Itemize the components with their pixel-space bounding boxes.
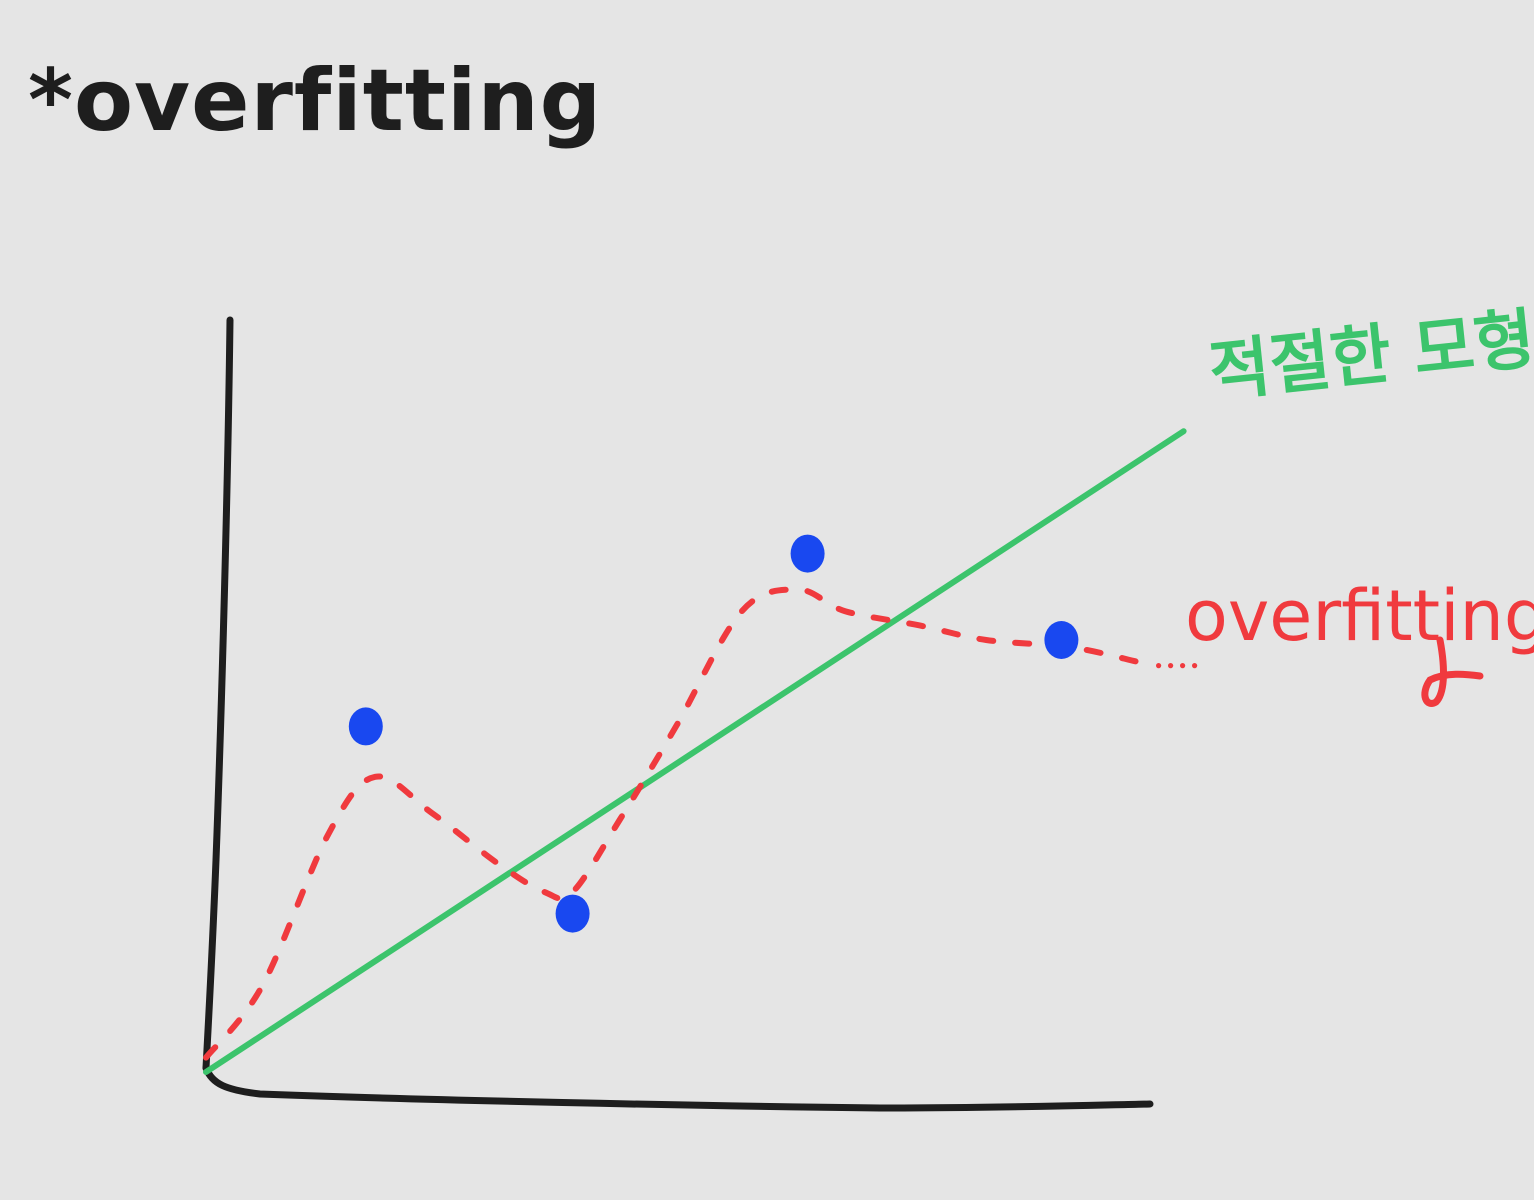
- data-point: [790, 534, 825, 573]
- tail-dot: [1192, 663, 1198, 669]
- overfitting-curve: [203, 586, 1140, 1061]
- axes: [202, 316, 1154, 1112]
- x-axis: [202, 1064, 1154, 1112]
- data-point: [1044, 621, 1079, 659]
- data-point: [348, 707, 383, 746]
- overfitting-curve-tail: [1156, 663, 1198, 669]
- tail-dot: [1168, 663, 1174, 669]
- appropriate-model-line: [203, 428, 1187, 1075]
- data-points: [348, 534, 1079, 933]
- tail-dot: [1180, 663, 1186, 669]
- overfitting-label-hook: [1421, 636, 1484, 707]
- diagram-title: *overfitting: [28, 51, 602, 151]
- data-point: [555, 894, 590, 933]
- appropriate-model-label: 적절한 모형: [1206, 300, 1534, 411]
- overfitting-label: overfitting: [1185, 575, 1534, 657]
- tail-dot: [1156, 663, 1162, 669]
- y-axis: [202, 316, 234, 1072]
